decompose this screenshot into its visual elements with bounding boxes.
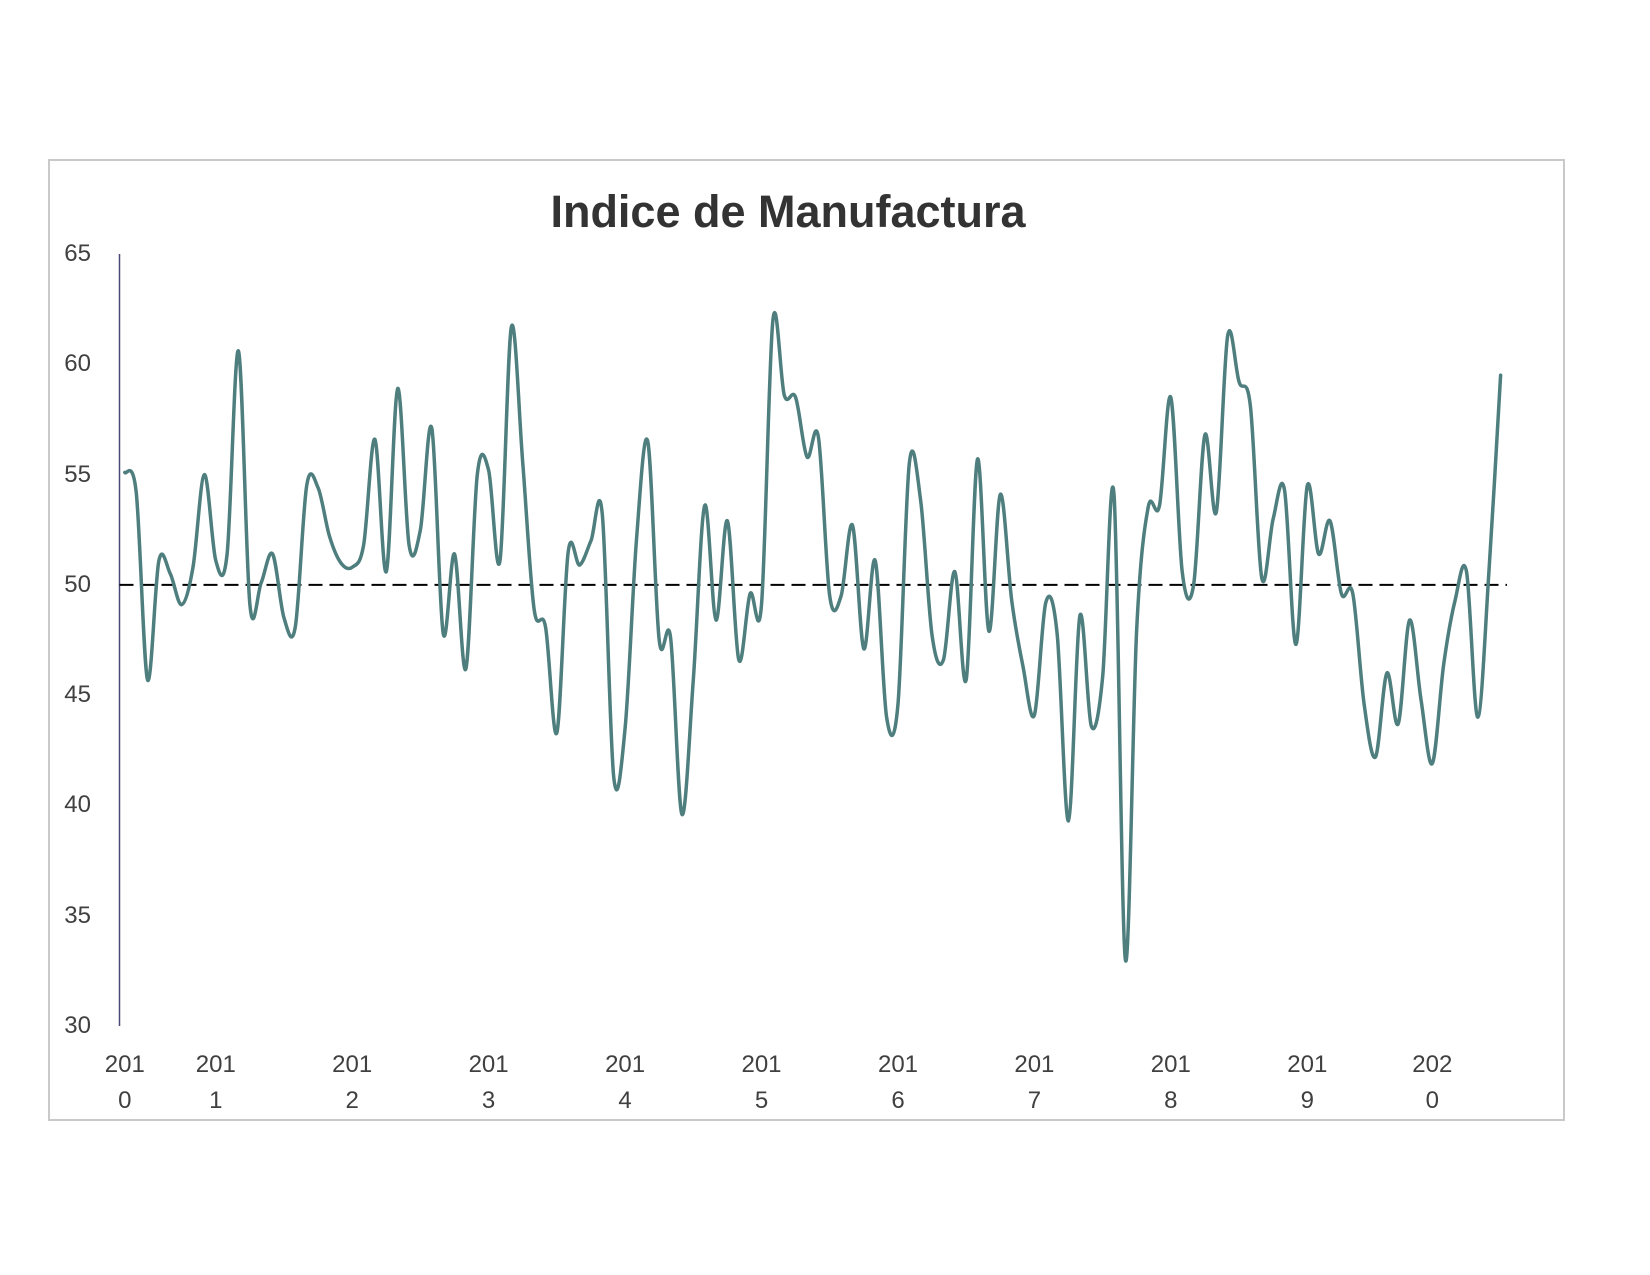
- series-line: [123, 310, 1503, 963]
- chart-title: Indice de Manufactura: [550, 186, 1026, 237]
- x-tick-label: 2015: [741, 1051, 782, 1114]
- y-tick-label: 35: [64, 901, 91, 929]
- y-tick-label: 50: [64, 570, 91, 598]
- y-tick-label: 65: [64, 240, 91, 267]
- y-tick-label: 60: [64, 350, 91, 378]
- x-tick-label: 2012: [332, 1051, 373, 1114]
- chart-frame: [48, 159, 1565, 1121]
- x-tick-label: 2014: [605, 1051, 646, 1114]
- x-tick-label: 2018: [1150, 1051, 1191, 1114]
- x-tick-label: 2011: [195, 1051, 236, 1114]
- x-tick-label: 2010: [104, 1051, 145, 1114]
- y-tick-label: 40: [64, 791, 91, 819]
- x-tick-label: 2020: [1412, 1051, 1453, 1114]
- x-tick-label: 2016: [877, 1051, 919, 1114]
- y-tick-label: 55: [64, 460, 91, 488]
- x-tick-label: 2013: [468, 1051, 509, 1114]
- x-tick-label: 2017: [1014, 1051, 1055, 1114]
- y-tick-label: 30: [64, 1012, 91, 1039]
- y-tick-label: 45: [64, 681, 91, 709]
- x-tick-label: 2019: [1287, 1051, 1328, 1114]
